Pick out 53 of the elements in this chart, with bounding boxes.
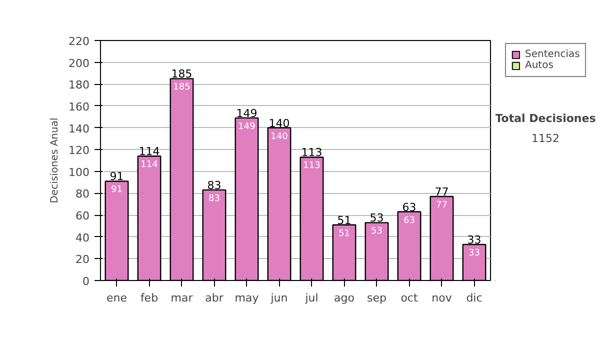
y-tick-label: 220 (68, 35, 90, 48)
x-tick-label: dic (466, 292, 482, 304)
total-label: 149 (236, 106, 258, 120)
x-tick-label: oct (400, 292, 418, 304)
x-tick-label: nov (432, 292, 452, 304)
text: Total Decisiones (495, 112, 596, 125)
y-tick-label: 120 (68, 144, 90, 158)
total-label: 63 (402, 200, 416, 214)
y-tick-label: 160 (68, 100, 90, 114)
total-label: 140 (268, 116, 290, 130)
data-label: 33 (468, 248, 480, 258)
x-tick-label: sep (367, 292, 387, 304)
data-label: 149 (238, 122, 256, 132)
data-label: 185 (173, 82, 190, 93)
data-label: 51 (338, 228, 350, 239)
y-tick-label: 100 (68, 166, 90, 179)
data-label: 140 (270, 132, 288, 142)
total-label: 114 (138, 145, 160, 158)
total-label: 91 (110, 170, 124, 184)
data-label: 113 (303, 161, 320, 172)
total-label: 51 (337, 214, 352, 227)
total-label: 185 (171, 68, 192, 81)
x-tick-label: may (234, 292, 260, 304)
legend-label: Sentencias (525, 49, 580, 60)
x-tick-label: mar (170, 292, 194, 304)
x-tick-label: jul (304, 292, 318, 304)
data-label: 91 (111, 185, 122, 196)
x-tick-label: abr (205, 292, 224, 304)
y-axis-title: Decisiones Anual (50, 118, 61, 204)
x-tick-label: ago (334, 292, 355, 304)
x-tick-label: ene (106, 292, 128, 304)
y-tick-label: 180 (68, 78, 90, 92)
y-tick-label: 60 (76, 210, 90, 223)
legend-label: Autos (525, 60, 554, 71)
y-tick-label: 80 (76, 188, 90, 201)
x-tick-label: feb (140, 292, 158, 304)
data-label: 114 (140, 160, 158, 170)
data-label: 77 (436, 200, 448, 210)
total-label: 113 (301, 146, 322, 160)
data-label: 83 (208, 194, 220, 204)
y-tick-label: 20 (76, 253, 90, 266)
y-tick-label: 40 (76, 231, 90, 244)
y-tick-label: 140 (68, 122, 90, 136)
text: 1152 (532, 132, 560, 145)
y-tick-label: 200 (68, 56, 90, 70)
data-label: 53 (371, 226, 382, 237)
x-tick-label: jun (270, 292, 288, 304)
total-label: 53 (370, 212, 384, 225)
total-label: 33 (467, 234, 482, 246)
y-tick-label: 0 (82, 275, 90, 288)
data-label: 63 (404, 216, 415, 226)
total-label: 83 (207, 178, 222, 192)
total-label: 77 (434, 186, 449, 198)
